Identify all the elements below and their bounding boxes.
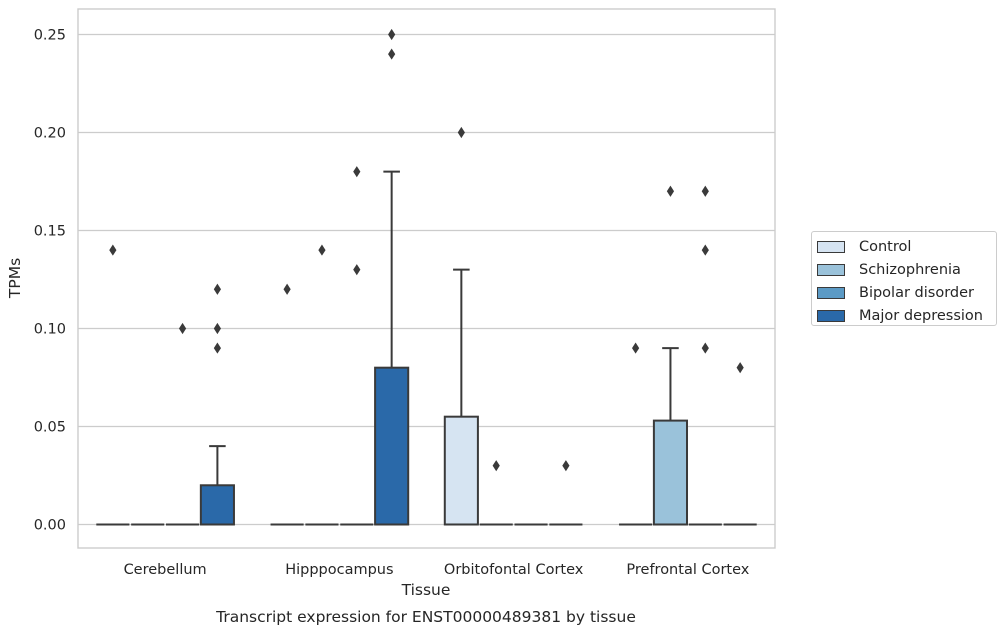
outlier-point [318, 244, 326, 256]
legend-label-bipolar-disorder: Bipolar disorder [859, 284, 974, 301]
outlier-point [388, 48, 396, 60]
outlier-point [178, 322, 187, 335]
outlier-point [283, 283, 291, 295]
outlier-points [109, 28, 744, 472]
boxes [96, 170, 757, 526]
outlier-point [213, 342, 221, 354]
box [199, 484, 235, 526]
legend-item-bipolar-disorder: Bipolar disorder [817, 281, 996, 304]
outlier-point [353, 264, 361, 276]
y-tick-label: 0.10 [34, 321, 66, 337]
outlier-point [736, 362, 744, 374]
x-tick-label: Prefrontal Cortex [626, 562, 749, 578]
legend: Control Schizophrenia Bipolar disorder M… [811, 231, 997, 326]
y-tick-label: 0.15 [34, 223, 66, 239]
outlier-point [109, 244, 117, 256]
legend-item-schizophrenia: Schizophrenia [817, 258, 996, 281]
y-axis-ticks: 0.00 0.05 0.10 0.15 0.20 0.25 [34, 27, 66, 533]
outlier-point [492, 460, 500, 472]
legend-label-major-depression: Major depression [859, 307, 983, 324]
outlier-point [562, 460, 570, 472]
legend-label-schizophrenia: Schizophrenia [859, 261, 961, 278]
box [374, 366, 410, 526]
outlier-point [213, 283, 221, 295]
legend-item-major-depression: Major depression [817, 304, 996, 327]
legend-label-control: Control [859, 238, 912, 255]
legend-swatch-bipolar-disorder [817, 286, 845, 299]
outlier-point [388, 28, 396, 41]
outlier-point [353, 166, 361, 178]
outlier-point [632, 342, 640, 354]
legend-swatch-schizophrenia [817, 263, 845, 276]
outlier-point [701, 244, 709, 256]
y-tick-label: 0.20 [34, 125, 66, 141]
y-tick-label: 0.00 [34, 517, 66, 533]
y-axis-label: TPMs [6, 258, 24, 299]
box [443, 415, 479, 526]
y-tick-label: 0.25 [34, 27, 66, 43]
x-tick-label: Cerebellum [124, 562, 207, 578]
outlier-point [457, 126, 465, 139]
outlier-point [213, 322, 221, 335]
legend-item-control: Control [817, 235, 996, 258]
x-tick-label: Orbitofontal Cortex [444, 562, 584, 578]
y-tick-label: 0.05 [34, 419, 66, 435]
outlier-point [701, 342, 709, 354]
x-axis-ticks: Cerebellum Hipppocampus Orbitofontal Corte… [124, 562, 750, 578]
x-axis-label: Tissue [401, 581, 451, 599]
chart-caption: Transcript expression for ENST0000048938… [215, 608, 636, 626]
legend-swatch-control [817, 240, 845, 253]
box [652, 419, 689, 526]
plot-area-frame [77, 8, 776, 549]
legend-swatch-major-depression [817, 309, 845, 322]
outlier-point [666, 185, 675, 197]
x-tick-label: Hipppocampus [285, 562, 393, 578]
outlier-point [701, 185, 709, 197]
